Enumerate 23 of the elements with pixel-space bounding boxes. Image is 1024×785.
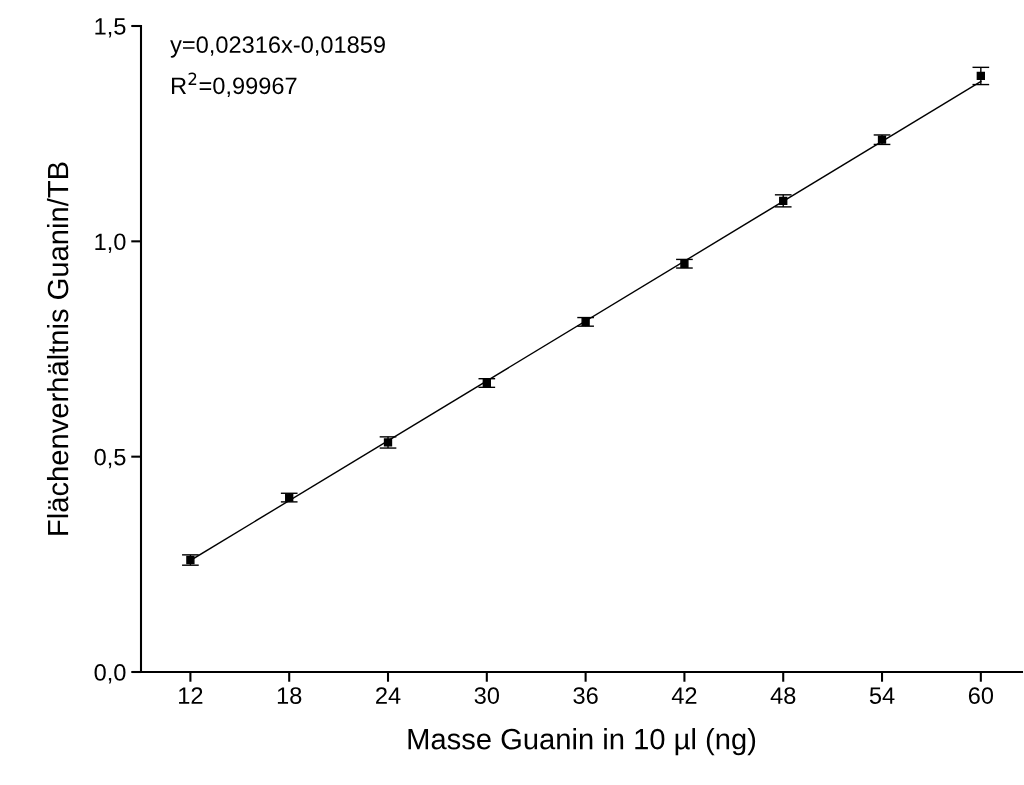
annotation: y=0,02316x-0,01859 (170, 36, 385, 58)
point (976, 71, 985, 81)
x-tick-label: 54 (869, 687, 895, 704)
x-tick-label: 18 (277, 687, 302, 704)
point (877, 135, 887, 144)
x-tick-label: 60 (968, 687, 994, 704)
y-tick-label: 1,0 (95, 233, 126, 253)
annotation: R$^{2}$=0,99967 (172, 72, 297, 97)
y-axis-title: Flächenverhältnis Guanin/TB (46, 162, 69, 535)
point (779, 196, 788, 206)
x-axis-title: Masse Guanin in 10 µl (ng) (408, 728, 756, 756)
x-tick-label: 12 (179, 687, 203, 704)
y-tick-label: 0,0 (94, 664, 126, 684)
point (482, 378, 491, 388)
point (383, 438, 393, 447)
x-tick-label: 48 (770, 687, 796, 704)
y-tick-label: 1,5 (95, 18, 126, 38)
point (285, 493, 294, 502)
y-tick-label: 0,5 (94, 448, 126, 469)
x-tick-label: 42 (671, 687, 697, 704)
x-tick-label: 36 (573, 687, 598, 704)
x-tick-label: 30 (474, 687, 500, 704)
x-tick-label: 24 (376, 687, 401, 704)
